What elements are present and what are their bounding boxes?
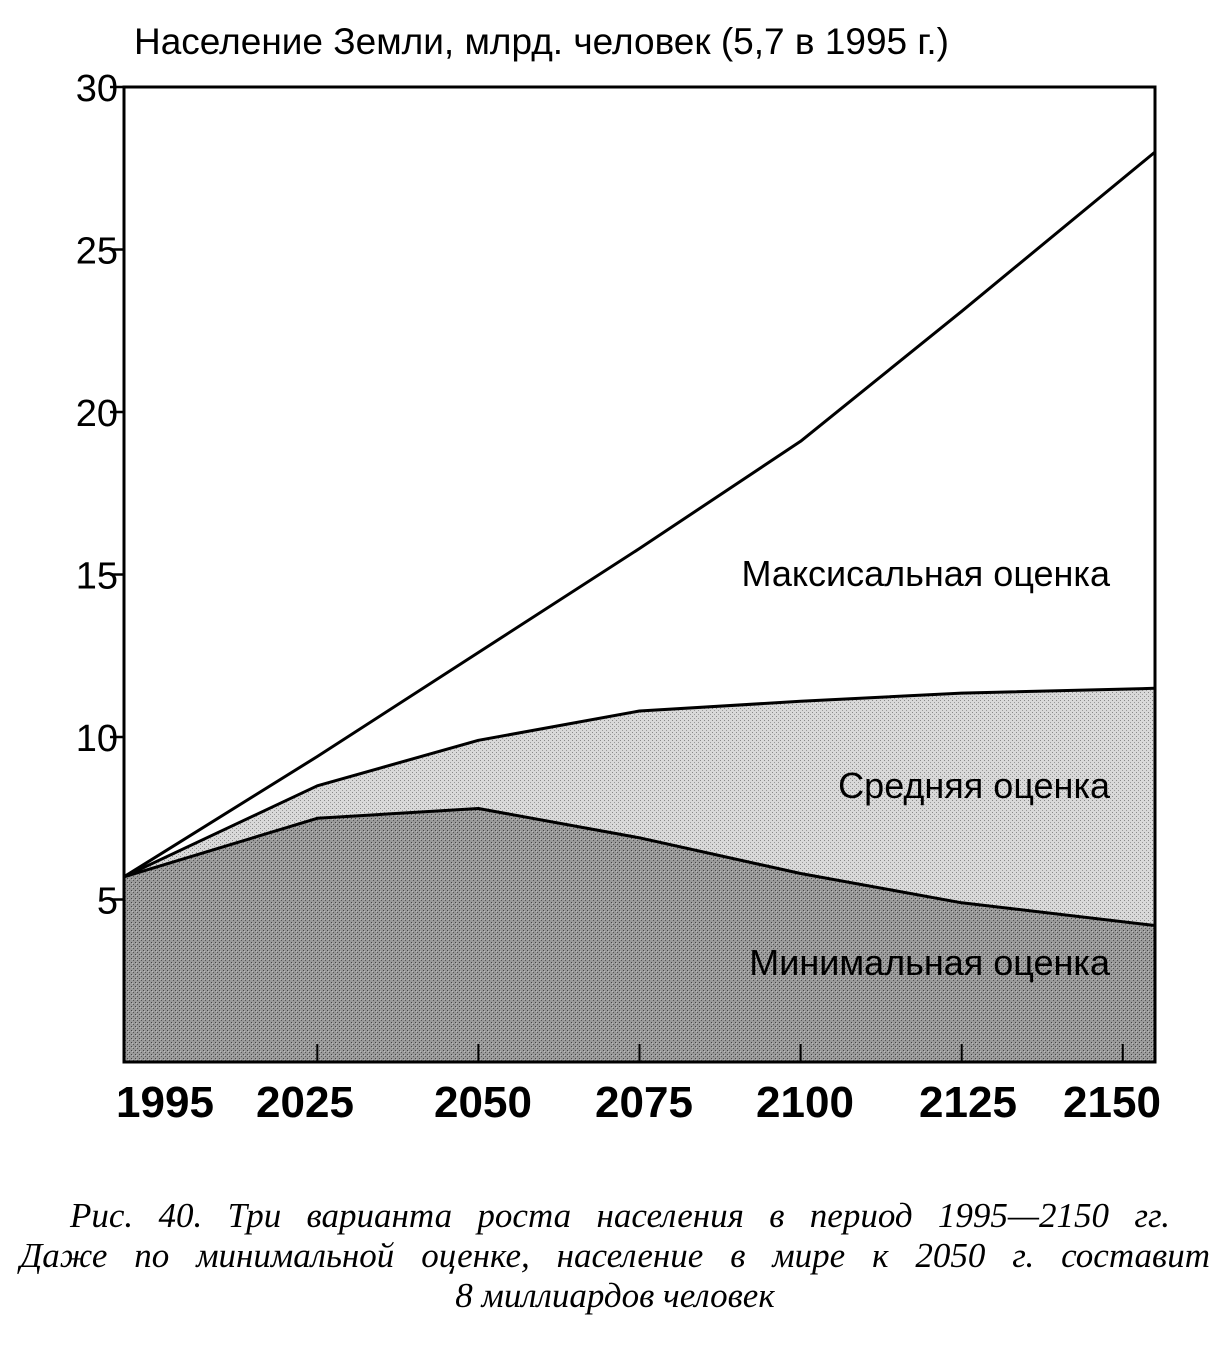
x-tick-label: 2075 [595, 1078, 693, 1127]
figure-caption: Рис. 40. Три варианта роста населения в … [20, 1196, 1210, 1316]
x-tick-label: 1995 [116, 1078, 214, 1127]
x-tick-label: 2125 [919, 1078, 1017, 1127]
caption-line-3: 8 миллиардов человек [455, 1276, 775, 1315]
series-label: Средняя оценка [838, 765, 1111, 806]
y-tick-label: 5 [97, 881, 118, 923]
x-tick-label: 2050 [434, 1078, 532, 1127]
chart-lines [123, 150, 1156, 927]
y-tick-label: 20 [76, 393, 118, 435]
line-max [123, 150, 1156, 879]
population-chart: Население Земли, млрд. человек (5,7 в 19… [76, 21, 1161, 1127]
x-tick-label: 2100 [756, 1078, 854, 1127]
chart-title: Население Земли, млрд. человек (5,7 в 19… [134, 21, 949, 62]
y-axis: 5 10 15 20 25 30 [76, 68, 124, 923]
line-mid [123, 686, 1156, 879]
caption-line-1: Рис. 40. Три варианта роста населения в … [70, 1196, 1170, 1235]
series-labels: Максисальная оценка Средняя оценка Минимал… [741, 553, 1111, 983]
chart-areas [124, 152, 1155, 1062]
y-tick-label: 30 [76, 68, 118, 110]
y-tick-label: 10 [76, 718, 118, 760]
series-label: Минимальная оценка [749, 942, 1111, 983]
line-min [123, 807, 1156, 927]
x-axis: 1995 2025 2050 2075 2100 2125 2150 [116, 1044, 1161, 1127]
caption-line-2: Даже по минимальной оценке, население в … [20, 1236, 1210, 1275]
series-label: Максисальная оценка [741, 553, 1111, 594]
x-tick-label: 2025 [256, 1078, 354, 1127]
y-tick-label: 25 [76, 231, 118, 273]
y-tick-label: 15 [76, 556, 118, 598]
x-tick-label: 2150 [1063, 1078, 1161, 1127]
area-min [124, 808, 1155, 1062]
